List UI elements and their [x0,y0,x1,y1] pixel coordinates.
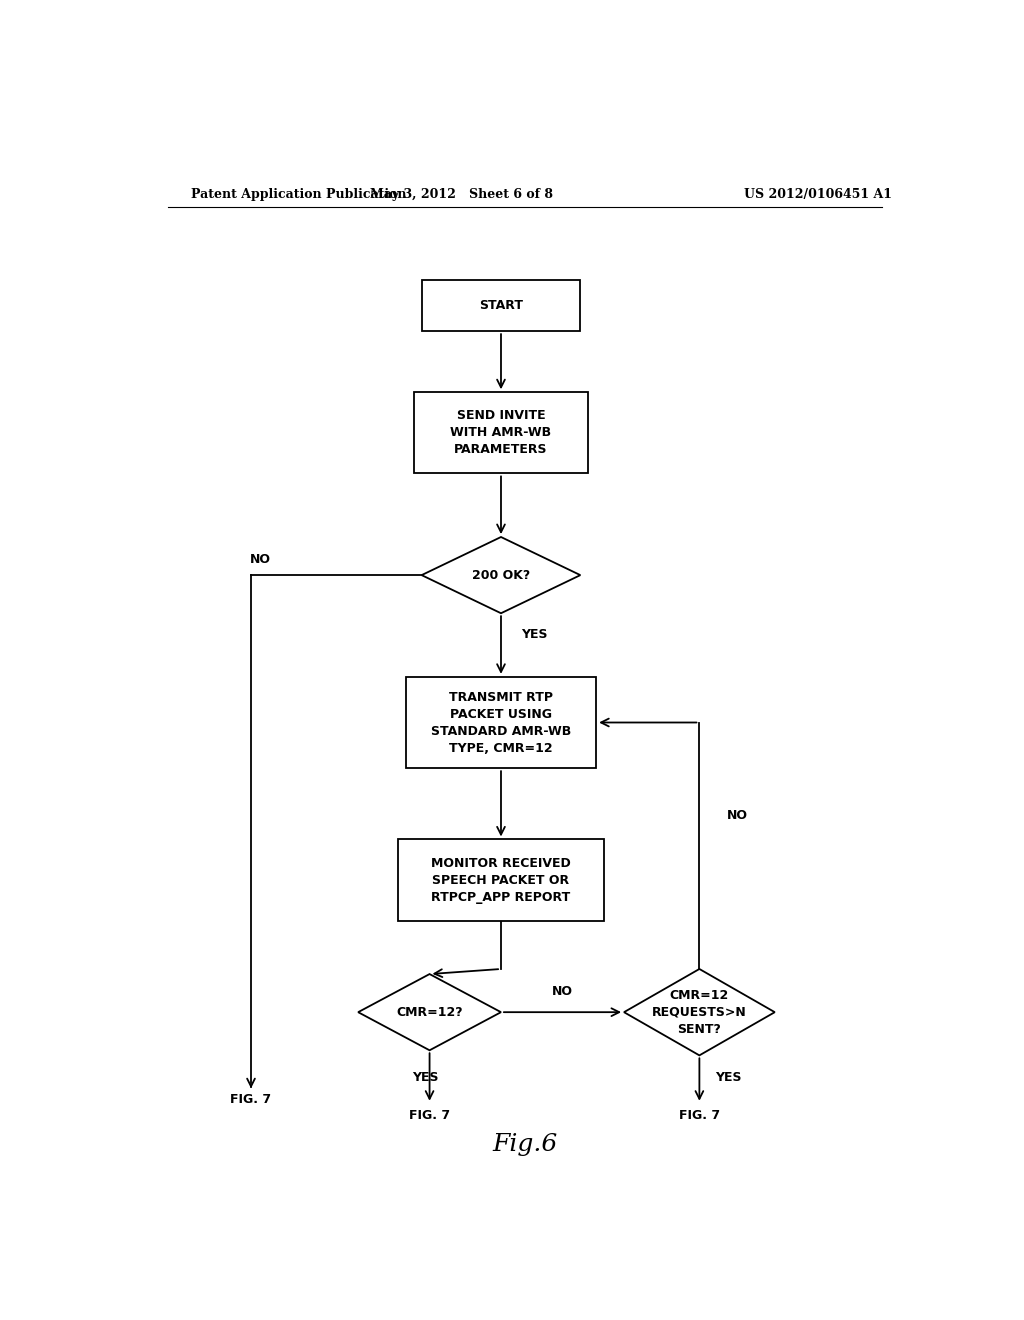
Text: US 2012/0106451 A1: US 2012/0106451 A1 [744,189,893,202]
Text: Fig.6: Fig.6 [493,1133,557,1156]
Polygon shape [358,974,501,1051]
Text: START: START [479,300,523,313]
FancyBboxPatch shape [422,280,581,331]
Text: NO: NO [727,809,749,822]
Text: Patent Application Publication: Patent Application Publication [191,189,407,202]
Text: 200 OK?: 200 OK? [472,569,530,582]
Text: MONITOR RECEIVED
SPEECH PACKET OR
RTPCP_APP REPORT: MONITOR RECEIVED SPEECH PACKET OR RTPCP_… [431,857,570,904]
Text: TRANSMIT RTP
PACKET USING
STANDARD AMR-WB
TYPE, CMR=12: TRANSMIT RTP PACKET USING STANDARD AMR-W… [431,690,571,755]
FancyBboxPatch shape [406,677,596,768]
Polygon shape [624,969,775,1056]
Text: YES: YES [413,1071,439,1084]
Text: NO: NO [250,553,270,566]
Text: FIG. 7: FIG. 7 [679,1109,720,1122]
Text: NO: NO [552,985,573,998]
Text: FIG. 7: FIG. 7 [409,1109,451,1122]
Text: YES: YES [521,628,548,642]
Text: CMR=12?: CMR=12? [396,1006,463,1019]
FancyBboxPatch shape [414,392,588,474]
Text: YES: YES [715,1071,741,1084]
Text: May 3, 2012   Sheet 6 of 8: May 3, 2012 Sheet 6 of 8 [370,189,553,202]
Text: SEND INVITE
WITH AMR-WB
PARAMETERS: SEND INVITE WITH AMR-WB PARAMETERS [451,409,552,457]
Text: CMR=12
REQUESTS>N
SENT?: CMR=12 REQUESTS>N SENT? [652,989,746,1036]
Polygon shape [422,537,581,614]
FancyBboxPatch shape [397,840,604,921]
Text: FIG. 7: FIG. 7 [230,1093,271,1106]
